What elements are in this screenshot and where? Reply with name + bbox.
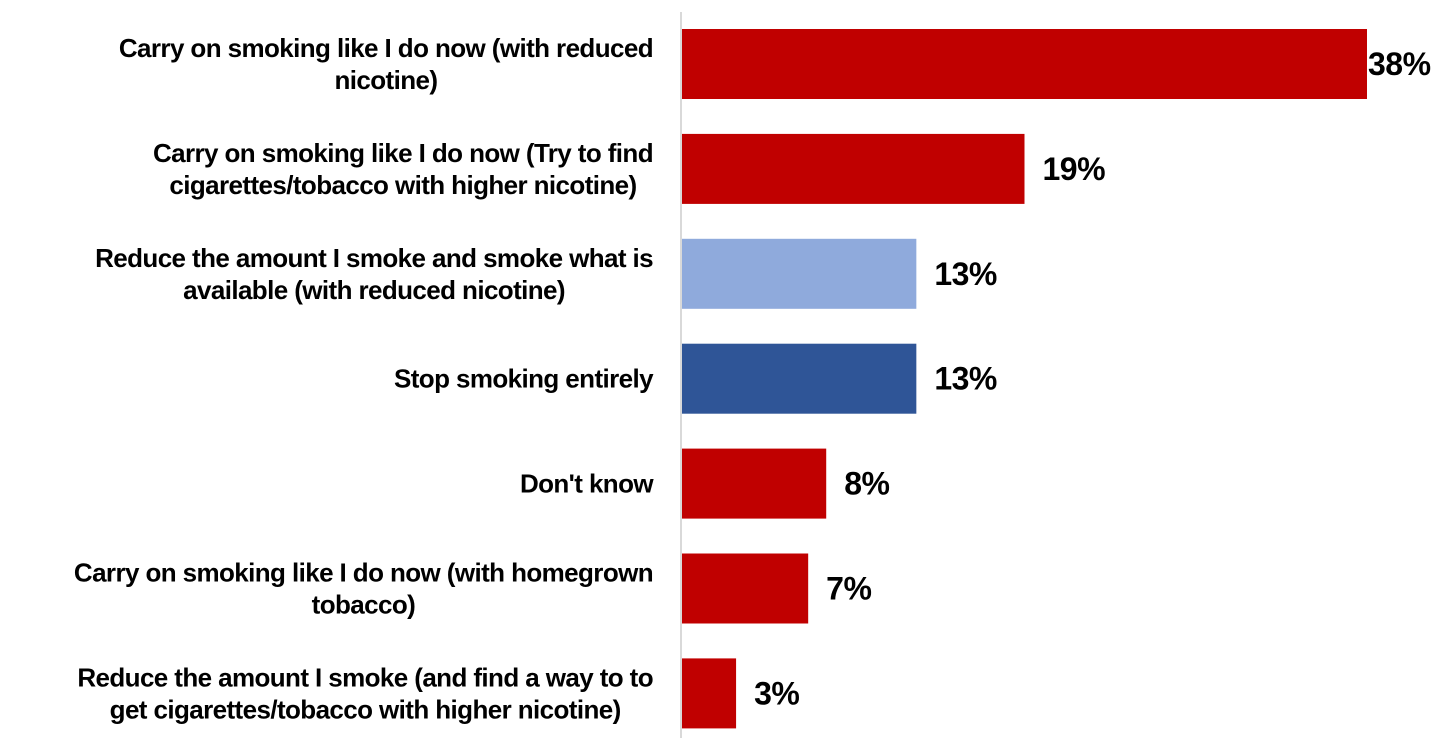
category-label-6-line-2: tobacco) xyxy=(312,590,416,620)
value-label-4: 13% xyxy=(934,361,997,397)
bar-3 xyxy=(682,238,917,309)
category-label-5-line-1: Don't know xyxy=(520,469,654,499)
category-label-2-line-2: cigarettes/tobacco with higher nicotine) xyxy=(169,170,636,200)
category-label-1-line-1: Carry on smoking like I do now (with red… xyxy=(119,33,653,63)
category-label-6-line-1: Carry on smoking like I do now (with hom… xyxy=(74,558,653,588)
category-label-6: Carry on smoking like I do now (with hom… xyxy=(74,558,653,620)
category-label-2-line-1: Carry on smoking like I do now (Try to f… xyxy=(153,138,653,168)
value-label-6: 7% xyxy=(826,571,871,607)
value-label-1: 38% xyxy=(1368,46,1431,82)
bar-7 xyxy=(682,658,737,729)
category-label-2: Carry on smoking like I do now (Try to f… xyxy=(153,138,653,200)
value-label-2: 19% xyxy=(1043,151,1106,187)
bar-1 xyxy=(682,29,1367,99)
category-label-7-line-1: Reduce the amount I smoke (and find a wa… xyxy=(77,662,653,692)
value-label-7: 3% xyxy=(754,675,799,711)
category-label-3: Reduce the amount I smoke and smoke what… xyxy=(95,243,653,305)
value-label-3: 13% xyxy=(934,256,997,292)
bar-5 xyxy=(682,448,827,519)
value-label-5: 8% xyxy=(844,466,889,502)
category-label-3-line-1: Reduce the amount I smoke and smoke what… xyxy=(95,243,653,273)
value-labels-layer: 38% 19% 13% 13% 8% 7% 3% xyxy=(754,46,1431,711)
category-label-7-line-2: get cigarettes/tobacco with higher nicot… xyxy=(110,694,621,724)
category-label-4-line-1: Stop smoking entirely xyxy=(394,364,654,394)
category-label-5: Don't know xyxy=(520,469,654,499)
category-label-3-line-2: available (with reduced nicotine) xyxy=(183,275,565,305)
bar-2 xyxy=(682,133,1025,204)
bar-6 xyxy=(682,553,809,624)
bar-4 xyxy=(682,343,917,414)
category-label-7: Reduce the amount I smoke (and find a wa… xyxy=(77,662,653,724)
category-label-4: Stop smoking entirely xyxy=(394,364,654,394)
bars-layer xyxy=(682,29,1367,729)
category-labels-layer: Carry on smoking like I do now (with red… xyxy=(74,33,655,724)
category-label-1-line-2: nicotine) xyxy=(334,65,437,95)
category-label-1: Carry on smoking like I do now (with red… xyxy=(119,33,653,95)
